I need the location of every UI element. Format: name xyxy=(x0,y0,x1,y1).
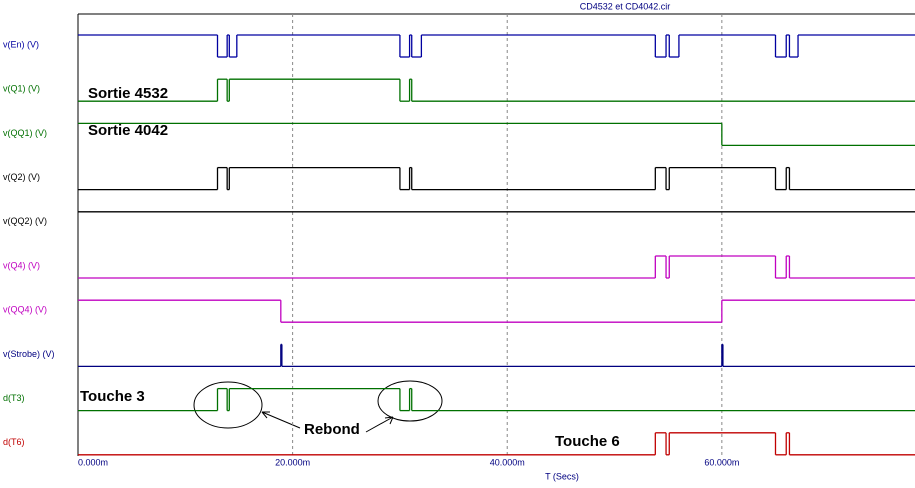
x-tick-label: 0.000m xyxy=(78,457,108,467)
trace-label: d(T6) xyxy=(3,437,25,447)
annotation: Touche 3 xyxy=(80,388,145,405)
highlight-ellipse xyxy=(377,380,443,422)
x-tick-label: 40.000m xyxy=(490,457,525,467)
highlight-ellipse xyxy=(193,381,263,429)
arrow xyxy=(365,416,394,433)
trace-label: v(Q2) (V) xyxy=(3,172,40,182)
trace-label: v(QQ1) (V) xyxy=(3,128,47,138)
trace-label: v(QQ4) (V) xyxy=(3,305,47,315)
x-tick-label: 60.000m xyxy=(704,457,739,467)
x-axis-label: T (Secs) xyxy=(545,471,579,481)
x-tick-label: 20.000m xyxy=(275,457,310,467)
annotation: Touche 6 xyxy=(555,433,620,450)
annotation: Sortie 4532 xyxy=(88,85,168,102)
trace-label: v(Strobe) (V) xyxy=(3,349,55,359)
chart-title: CD4532 et CD4042.cir xyxy=(580,1,671,11)
arrow xyxy=(261,411,301,429)
annotation: Rebond xyxy=(304,421,360,438)
trace-label: v(QQ2) (V) xyxy=(3,216,47,226)
trace-label: d(T3) xyxy=(3,393,25,403)
trace-label: v(En) (V) xyxy=(3,39,39,49)
trace-label: v(Q4) (V) xyxy=(3,260,40,270)
trace-label: v(Q1) (V) xyxy=(3,84,40,94)
annotation: Sortie 4042 xyxy=(88,122,168,139)
